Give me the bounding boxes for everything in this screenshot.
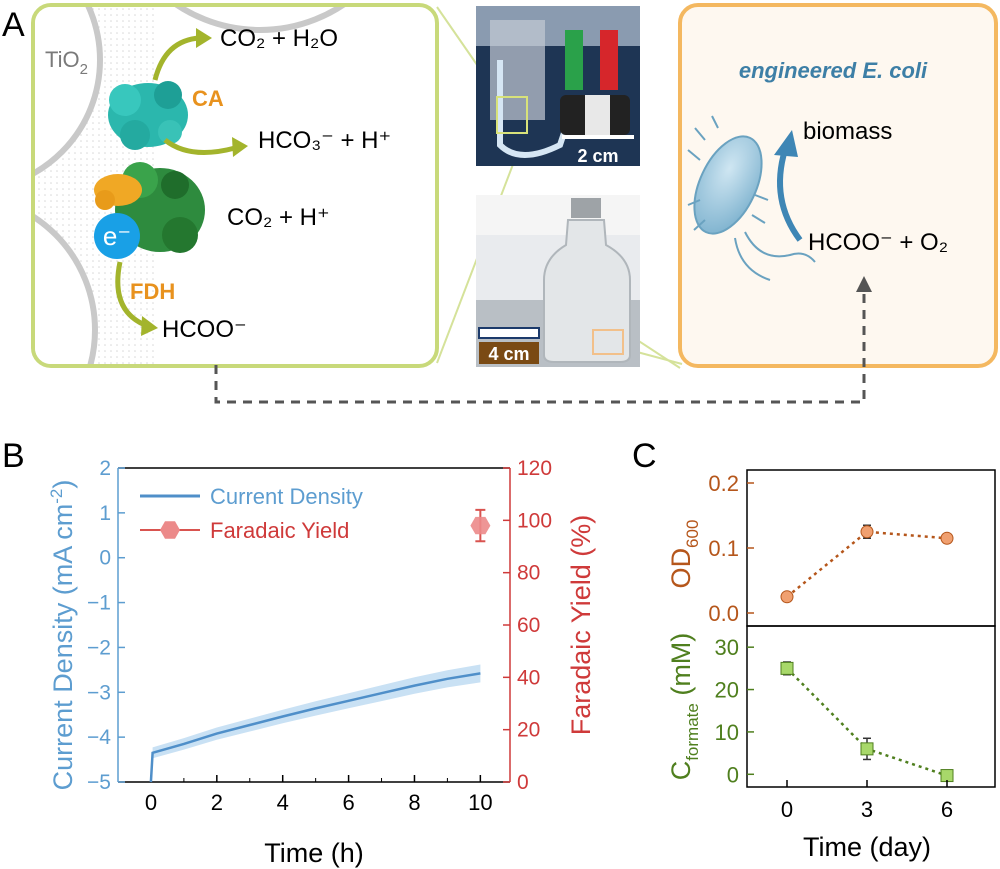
right-tick-label: 60 — [517, 614, 540, 637]
fdh-label: FDH — [130, 279, 175, 304]
y-tick-label: 0.0 — [708, 601, 739, 626]
y-tick-label: 20 — [715, 678, 739, 703]
reaction-hcoo-o2: HCOO⁻ + O₂ — [808, 229, 948, 256]
ca-label: CA — [192, 86, 224, 111]
svg-text:e⁻: e⁻ — [103, 221, 131, 251]
biomass-label: biomass — [803, 118, 892, 145]
reaction-arrows — [115, 35, 236, 328]
panel-c-letter: C — [632, 437, 657, 475]
x-tick-label: 2 — [211, 790, 223, 815]
left-tick-label: −5 — [87, 771, 111, 794]
x-tick-label: 0 — [781, 797, 793, 822]
formate-data-point — [780, 661, 794, 675]
right-tick-label: 100 — [517, 509, 552, 532]
ca-enzyme-icon — [108, 81, 188, 150]
y-tick-label: 10 — [715, 720, 739, 745]
right-axis-label: Faradaic Yield (%) — [566, 515, 596, 736]
y-tick-label: 0.1 — [708, 536, 739, 561]
y-tick-label: 0 — [727, 762, 739, 787]
right-tick-label: 120 — [517, 457, 552, 480]
right-tick-label: 20 — [517, 719, 540, 742]
x-tick-label: 10 — [468, 790, 492, 815]
y-axis-label: OD600 — [666, 520, 702, 589]
reaction-hcoo: HCOO⁻ — [162, 316, 247, 343]
reaction-hco3: HCO₃⁻ + H⁺ — [258, 127, 391, 154]
legend-current-label: Current Density — [210, 484, 363, 509]
faradaic-yield-point — [470, 516, 491, 535]
scalebar-bottom-label: 4 cm — [488, 344, 529, 364]
legend-faradaic-label: Faradaic Yield — [210, 518, 349, 543]
x-tick-label: 6 — [342, 790, 354, 815]
arrowheads — [141, 28, 248, 336]
od-data-point — [860, 525, 874, 539]
scalebar-top-label: 2 cm — [577, 146, 618, 166]
electron-icon: e⁻ — [94, 213, 140, 259]
formate-transfer-connector — [214, 290, 866, 404]
legend-faradaic-swatch — [160, 521, 180, 539]
reaction-co2-h: CO₂ + H⁺ — [227, 204, 330, 231]
x-tick-label: 3 — [861, 797, 873, 822]
x-axis-label: Time (h) — [264, 838, 364, 868]
left-tick-label: 2 — [99, 457, 111, 480]
bacterium-icon — [687, 115, 816, 281]
right-tick-label: 0 — [517, 771, 529, 794]
subplot-frame — [746, 625, 996, 788]
reaction-co2-h2o: CO₂ + H₂O — [220, 25, 338, 52]
left-tick-label: 1 — [99, 502, 111, 525]
fdh-enzyme-icon — [94, 162, 205, 253]
right-tick-label: 40 — [517, 666, 540, 689]
formate-data-point — [940, 769, 954, 783]
y-axis-label: Cformate (mM) — [666, 633, 702, 781]
photo-electrochemical-cell: 2 cm — [476, 6, 640, 166]
left-tick-label: 0 — [99, 547, 111, 570]
tio2-label: TiO2 — [45, 47, 88, 78]
od-data-point — [780, 590, 794, 604]
x-tick-label: 6 — [941, 797, 953, 822]
current-density-line — [149, 672, 481, 783]
y-tick-label: 0.2 — [708, 471, 739, 496]
panel-a-letter: A — [2, 6, 25, 44]
left-axis-label: Current Density (mA cm-2) — [47, 480, 78, 791]
y-tick-label: 30 — [715, 635, 739, 660]
formate-data-point — [860, 742, 874, 756]
biomass-arrowhead — [774, 130, 798, 157]
x-tick-label: 0 — [145, 790, 157, 815]
left-tick-label: −3 — [87, 681, 111, 704]
biomass-arrow — [777, 149, 803, 242]
right-tick-label: 80 — [517, 562, 540, 585]
left-tick-label: −4 — [87, 726, 111, 749]
current-density-error-band — [152, 664, 481, 759]
x-tick-label: 8 — [408, 790, 420, 815]
photo-bottle: 4 cm — [476, 195, 640, 367]
connector-arrowhead — [856, 276, 872, 292]
left-tick-label: −1 — [87, 592, 111, 615]
series-line — [786, 530, 948, 598]
od-data-point — [940, 531, 954, 545]
ecoli-title: engineered E. coli — [739, 58, 928, 83]
x-axis-label: Time (day) — [803, 832, 931, 862]
panel-b-letter: B — [2, 437, 25, 475]
x-tick-label: 4 — [277, 790, 289, 815]
left-tick-label: −2 — [87, 636, 111, 659]
